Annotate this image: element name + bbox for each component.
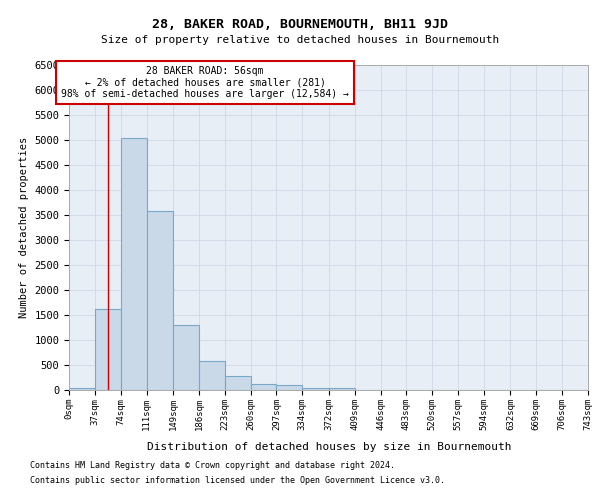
Text: 28 BAKER ROAD: 56sqm
← 2% of detached houses are smaller (281)
98% of semi-detac: 28 BAKER ROAD: 56sqm ← 2% of detached ho…	[61, 66, 349, 99]
Text: Distribution of detached houses by size in Bournemouth: Distribution of detached houses by size …	[146, 442, 511, 452]
Bar	[173, 324, 199, 390]
Bar	[95, 309, 121, 390]
Y-axis label: Number of detached properties: Number of detached properties	[19, 137, 29, 318]
Bar	[69, 388, 95, 390]
Text: Contains HM Land Registry data © Crown copyright and database right 2024.: Contains HM Land Registry data © Crown c…	[30, 461, 395, 470]
Bar	[277, 385, 302, 390]
Bar	[302, 388, 329, 390]
Bar	[251, 384, 277, 390]
Text: 28, BAKER ROAD, BOURNEMOUTH, BH11 9JD: 28, BAKER ROAD, BOURNEMOUTH, BH11 9JD	[152, 18, 448, 30]
Bar	[121, 138, 146, 390]
Bar	[199, 361, 225, 390]
Text: Contains public sector information licensed under the Open Government Licence v3: Contains public sector information licen…	[30, 476, 445, 485]
Text: Size of property relative to detached houses in Bournemouth: Size of property relative to detached ho…	[101, 35, 499, 45]
Bar	[146, 211, 173, 390]
Bar	[225, 376, 251, 390]
Bar	[329, 388, 355, 390]
